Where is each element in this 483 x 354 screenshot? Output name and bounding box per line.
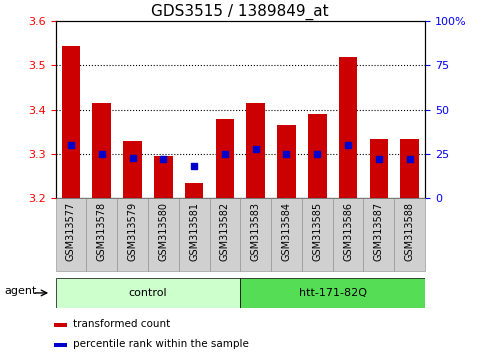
FancyBboxPatch shape bbox=[56, 278, 240, 308]
Text: GSM313586: GSM313586 bbox=[343, 202, 353, 261]
FancyBboxPatch shape bbox=[148, 198, 179, 271]
Bar bbox=[92, 103, 111, 198]
Text: GSM313584: GSM313584 bbox=[282, 202, 291, 261]
FancyBboxPatch shape bbox=[333, 198, 364, 271]
FancyBboxPatch shape bbox=[364, 198, 394, 271]
Bar bbox=[308, 114, 327, 198]
FancyBboxPatch shape bbox=[86, 198, 117, 271]
FancyBboxPatch shape bbox=[271, 198, 302, 271]
Bar bbox=[54, 343, 67, 347]
Text: GSM313585: GSM313585 bbox=[313, 202, 322, 261]
Bar bbox=[54, 324, 67, 327]
Text: GSM313582: GSM313582 bbox=[220, 202, 230, 261]
FancyBboxPatch shape bbox=[56, 198, 86, 271]
Text: GSM313579: GSM313579 bbox=[128, 202, 138, 261]
FancyBboxPatch shape bbox=[179, 198, 210, 271]
Bar bbox=[246, 103, 265, 198]
FancyBboxPatch shape bbox=[394, 198, 425, 271]
Text: percentile rank within the sample: percentile rank within the sample bbox=[73, 339, 249, 349]
Bar bbox=[62, 46, 80, 198]
Bar bbox=[400, 138, 419, 198]
Bar bbox=[277, 125, 296, 198]
FancyBboxPatch shape bbox=[117, 198, 148, 271]
Text: GSM313577: GSM313577 bbox=[66, 202, 76, 261]
Text: htt-171-82Q: htt-171-82Q bbox=[298, 288, 367, 298]
Text: GSM313583: GSM313583 bbox=[251, 202, 261, 261]
Text: GSM313578: GSM313578 bbox=[97, 202, 107, 261]
FancyBboxPatch shape bbox=[302, 198, 333, 271]
Bar bbox=[369, 138, 388, 198]
Text: agent: agent bbox=[4, 286, 37, 296]
Bar bbox=[123, 141, 142, 198]
FancyBboxPatch shape bbox=[240, 198, 271, 271]
Bar bbox=[215, 119, 234, 198]
FancyBboxPatch shape bbox=[210, 198, 240, 271]
Text: GSM313588: GSM313588 bbox=[405, 202, 414, 261]
Bar bbox=[154, 156, 172, 198]
Text: control: control bbox=[128, 288, 167, 298]
Text: GSM313580: GSM313580 bbox=[158, 202, 168, 261]
FancyBboxPatch shape bbox=[240, 278, 425, 308]
Text: transformed count: transformed count bbox=[73, 319, 170, 329]
Bar bbox=[339, 57, 357, 198]
Text: GSM313581: GSM313581 bbox=[189, 202, 199, 261]
Text: GSM313587: GSM313587 bbox=[374, 202, 384, 261]
Bar bbox=[185, 183, 203, 198]
Title: GDS3515 / 1389849_at: GDS3515 / 1389849_at bbox=[152, 4, 329, 20]
